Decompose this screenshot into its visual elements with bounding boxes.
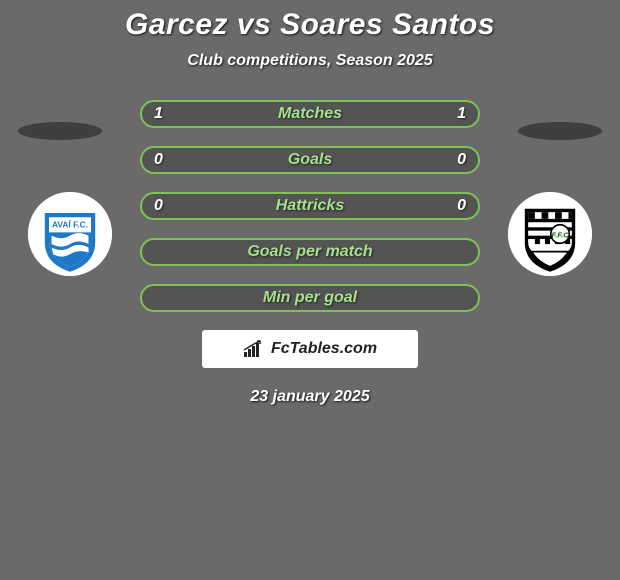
- stat-label: Matches: [278, 105, 342, 123]
- svg-text:AVAÍ F.C.: AVAÍ F.C.: [52, 218, 88, 229]
- stat-row-min-per-goal: Min per goal: [140, 284, 480, 312]
- figueirense-crest-icon: F.F.C: [508, 192, 592, 276]
- stat-row-goals-per-match: Goals per match: [140, 238, 480, 266]
- stat-label: Goals per match: [247, 243, 372, 261]
- page-title: Garcez vs Soares Santos: [0, 8, 620, 42]
- stat-label: Goals: [288, 151, 332, 169]
- stat-right-value: 1: [457, 105, 466, 123]
- bar-chart-icon: [243, 340, 265, 358]
- watermark-badge: FcTables.com: [202, 330, 418, 368]
- player-left-shadow: [18, 122, 102, 140]
- stat-label: Min per goal: [263, 289, 357, 307]
- stat-row-goals: 0 Goals 0: [140, 146, 480, 174]
- page-subtitle: Club competitions, Season 2025: [0, 52, 620, 70]
- watermark-text: FcTables.com: [271, 340, 377, 358]
- stat-label: Hattricks: [276, 197, 344, 215]
- stats-zone: AVAÍ F.C.: [0, 100, 620, 312]
- stat-left-value: 1: [154, 105, 163, 123]
- stat-row-matches: 1 Matches 1: [140, 100, 480, 128]
- stat-right-value: 0: [457, 151, 466, 169]
- player-right-shadow: [518, 122, 602, 140]
- avai-crest-icon: AVAÍ F.C.: [28, 192, 112, 276]
- svg-text:F.F.C: F.F.C: [551, 230, 569, 239]
- stat-left-value: 0: [154, 197, 163, 215]
- club-crest-right: F.F.C: [508, 192, 592, 276]
- comparison-infographic: Garcez vs Soares Santos Club competition…: [0, 0, 620, 580]
- club-crest-left: AVAÍ F.C.: [28, 192, 112, 276]
- snapshot-date: 23 january 2025: [0, 388, 620, 406]
- stat-right-value: 0: [457, 197, 466, 215]
- stat-left-value: 0: [154, 151, 163, 169]
- stat-rows: 1 Matches 1 0 Goals 0 0 Hattricks 0 Goal…: [140, 100, 480, 312]
- stat-row-hattricks: 0 Hattricks 0: [140, 192, 480, 220]
